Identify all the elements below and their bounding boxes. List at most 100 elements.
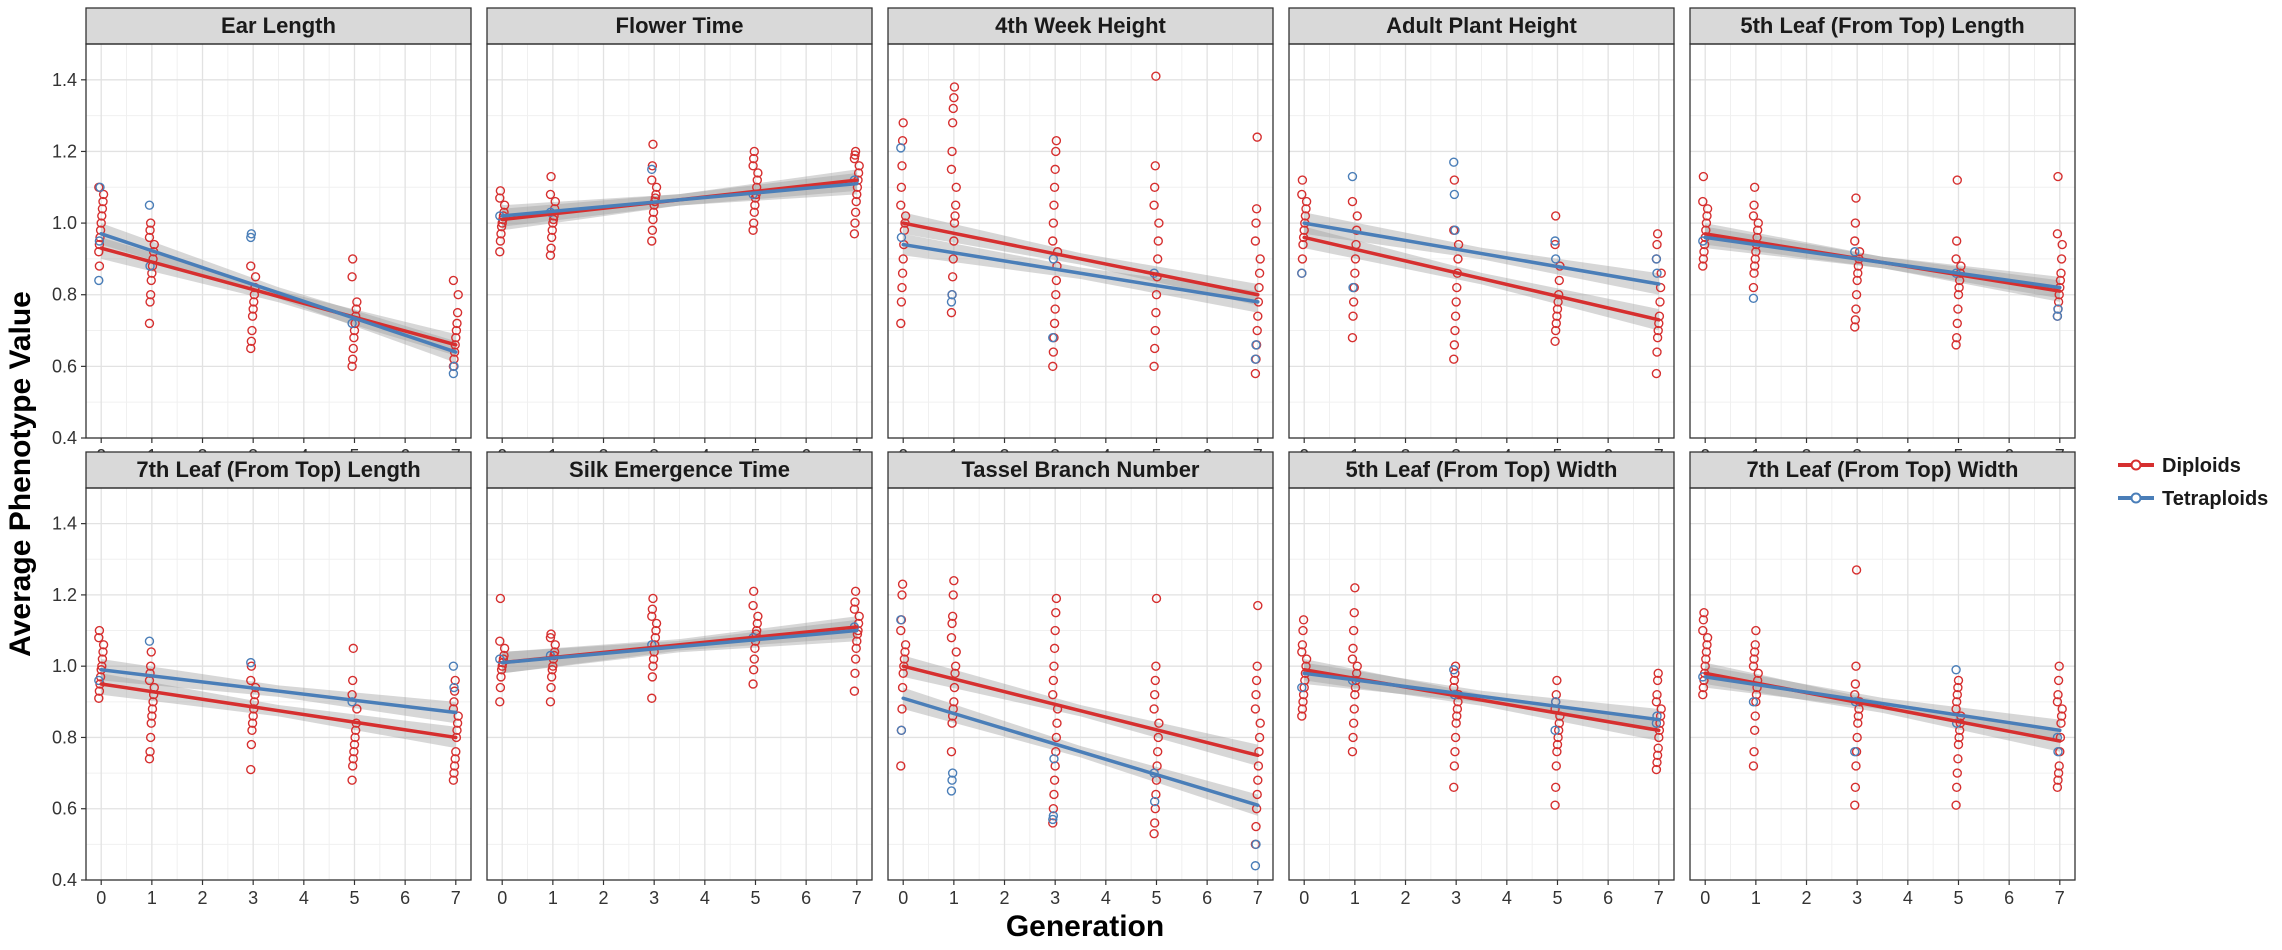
data-point-diploids [1953,682,1963,693]
data-point-diploids [1255,718,1265,728]
legend-item-diploids[interactable]: Diploids [2118,455,2241,477]
data-point-diploids [1150,325,1160,336]
data-point-diploids [849,153,860,164]
data-point-diploids [1951,340,1961,350]
data-point-diploids [1450,325,1460,336]
data-point-diploids [948,590,958,600]
y-tick-label: 1.2 [52,141,77,161]
panel-border [1288,43,1675,439]
data-point-diploids [896,297,907,307]
x-tick-label: 2 [1802,888,1812,908]
facet-title: 5th Leaf (From Top) Length [1740,13,2024,38]
data-point-diploids [452,718,463,728]
legend-item-tetraploids[interactable]: Tetraploids [2118,488,2268,510]
data-point-diploids [900,211,911,221]
facet-title: Silk Emergence Time [569,457,790,482]
data-point-diploids [898,254,908,264]
data-point-diploids [248,304,258,314]
data-point-diploids [948,254,958,264]
data-point-diploids [651,189,661,200]
data-point-diploids [1150,675,1160,686]
data-point-diploids [145,225,155,235]
x-tick-label: 0 [497,888,507,908]
y-tick-label: 0.8 [52,727,77,747]
data-point-diploids [1350,583,1360,593]
data-point-diploids [1051,275,1062,286]
data-point-tetraploids [1850,247,1860,257]
data-point-tetraploids [246,229,257,239]
data-point-diploids [1655,282,1666,293]
data-point-diploids [1550,336,1560,346]
data-point-diploids [94,632,104,643]
data-point-diploids [448,275,459,286]
x-tick-label: 0 [898,888,908,908]
data-point-diploids [1048,689,1058,700]
data-point-diploids [1451,718,1461,728]
data-point-diploids [1653,743,1663,753]
data-point-diploids [352,297,362,307]
data-point-diploids [1347,747,1358,757]
data-point-diploids [452,318,462,329]
data-point-diploids [495,247,505,257]
data-point-diploids [97,204,108,214]
data-point-diploids [247,718,258,728]
data-point-diploids [896,761,906,771]
data-point-diploids [647,175,657,185]
panel-tassel-branch-number: Tassel Branch Number 0 1 2 3 4 5 6 7 [887,451,1274,908]
x-tick-label: 5 [1151,888,1161,908]
data-point-diploids [1700,661,1710,671]
y-tick-label: 1.2 [52,585,77,605]
data-point-diploids [1050,164,1060,175]
data-point-tetraploids [947,775,957,785]
data-point-diploids [651,625,661,636]
data-point-diploids [897,579,908,589]
data-point-diploids [1051,146,1061,157]
data-point-diploids [145,297,155,307]
data-point-diploids [1449,782,1459,793]
y-tick-label: 1.4 [52,514,77,534]
data-point-diploids [900,640,911,650]
data-point-diploids [1297,254,1308,264]
data-point-diploids [98,647,108,657]
data-point-diploids [1851,661,1861,671]
data-point-tetraploids [1347,171,1358,182]
data-point-diploids [1348,732,1358,743]
trend-line-diploids [99,246,458,347]
data-point-diploids [349,333,359,343]
data-point-diploids [548,661,558,671]
data-point-diploids [246,764,256,775]
data-point-diploids [1853,268,1863,278]
data-point-diploids [950,668,960,679]
x-tick-label: 3 [1852,888,1862,908]
data-point-diploids [1748,282,1759,293]
data-point-diploids [1852,275,1862,286]
data-point-diploids [347,675,358,686]
data-point-diploids [1301,204,1311,214]
panel-border [887,43,1274,439]
trend-line-diploids [901,221,1260,297]
data-point-diploids [648,593,658,604]
data-point-diploids [949,82,960,92]
data-point-diploids [749,207,759,218]
data-point-diploids [1850,679,1861,689]
x-tick-label: 6 [1202,888,1212,908]
data-point-diploids [1048,361,1058,372]
data-point-tetraploids [1449,189,1460,200]
x-tick-label: 3 [1451,888,1461,908]
x-tick-label: 7 [451,888,461,908]
data-point-diploids [948,103,958,114]
data-point-tetraploids [1651,254,1662,264]
data-point-diploids [148,697,158,707]
data-point-diploids [897,282,907,293]
panels-layer: Ear Length 0 1 2 3 4 5 6 7 0.4 0.6 0.8 1.0 1.2 1.4 Flow… [52,7,2076,908]
data-point-diploids [247,725,257,736]
data-point-diploids [351,304,361,314]
facet-title: 7th Leaf (From Top) Length [136,457,420,482]
data-point-diploids [898,118,908,128]
data-point-diploids [145,218,156,228]
data-point-diploids [1297,647,1307,657]
data-point-diploids [1051,136,1062,146]
data-point-diploids [496,229,506,239]
